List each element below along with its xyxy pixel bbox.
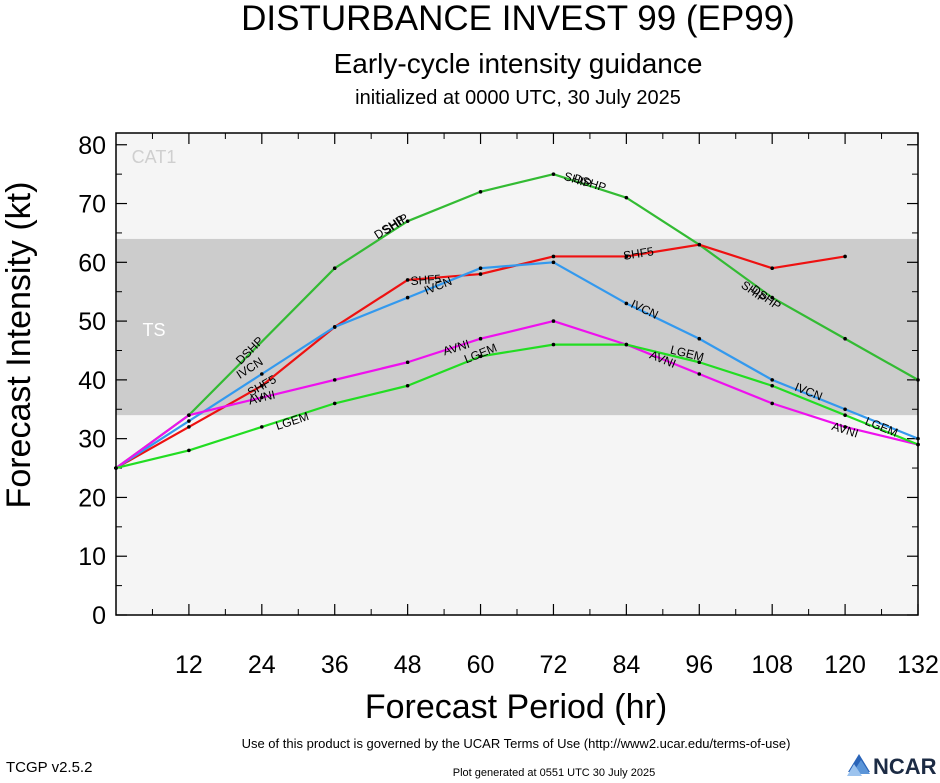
data-point-lgem: [405, 383, 410, 388]
data-point-avni: [697, 372, 702, 376]
data-point-lgem: [551, 342, 556, 347]
data-point-avni: [332, 378, 337, 382]
data-point-ivcn: [405, 295, 410, 300]
data-point-ivcn: [624, 301, 629, 306]
data-point-avni: [551, 319, 556, 323]
data-point-dshp: [624, 195, 629, 200]
x-axis-label: Forecast Period (hr): [365, 688, 667, 726]
x-tick-label: 120: [824, 651, 866, 679]
version-label: TCGP v2.5.2: [6, 759, 92, 776]
series-label-shf5: SHF5: [622, 244, 655, 263]
x-tick-label: 84: [612, 651, 640, 679]
data-point-avni: [770, 401, 774, 406]
y-tick-label: 0: [92, 602, 106, 630]
data-point-dshp: [405, 219, 410, 223]
data-point-ivcn: [551, 260, 556, 265]
data-point-shf5: [478, 272, 483, 276]
y-axis-label: Forecast Intensity (kt): [0, 182, 38, 509]
data-point-avni: [260, 395, 264, 400]
y-tick-label: 70: [78, 191, 106, 219]
data-point-lgem: [260, 425, 264, 429]
series-line-avni: [115, 319, 919, 469]
y-tick-label: 10: [78, 543, 106, 571]
band-label-ts: TS: [142, 320, 165, 340]
y-tick-label: 60: [78, 249, 106, 277]
data-point-lgem: [478, 354, 483, 359]
x-tick-label: 24: [248, 651, 276, 679]
x-tick-label: 72: [540, 651, 568, 679]
data-point-dshp: [551, 172, 556, 176]
data-point-lgem: [770, 383, 774, 388]
x-tick-label: 96: [685, 651, 713, 679]
data-point-lgem: [114, 466, 118, 470]
data-point-dshp: [843, 336, 847, 341]
series-label-avni: AVNI: [247, 388, 277, 408]
data-point-ivcn: [697, 336, 702, 341]
data-point-avni: [405, 360, 410, 365]
data-point-shf5: [697, 242, 702, 247]
data-point-ivcn: [916, 436, 920, 441]
x-tick-label: 12: [175, 651, 203, 679]
terms-of-use-text: Use of this product is governed by the U…: [242, 736, 791, 751]
band-cat1: [116, 133, 918, 239]
data-point-lgem: [332, 401, 337, 406]
ncar-logo-icon: NCAR: [847, 754, 937, 779]
x-tick-label: 36: [321, 651, 349, 679]
chart-subtitle: Early-cycle intensity guidance: [334, 48, 703, 79]
chart-init-time: initialized at 0000 UTC, 30 July 2025: [355, 87, 681, 109]
x-tick-label: 132: [897, 651, 939, 679]
data-point-ivcn: [478, 266, 483, 270]
data-point-ivcn: [843, 407, 847, 412]
series-line-lgem: [115, 343, 919, 470]
data-point-shf5: [624, 254, 629, 259]
y-tick-label: 50: [78, 308, 106, 336]
data-point-ivcn: [332, 325, 337, 329]
data-point-lgem: [916, 442, 920, 447]
chart-title: DISTURBANCE INVEST 99 (EP99): [241, 0, 795, 38]
data-point-avni: [478, 336, 483, 341]
data-point-dshp: [332, 266, 337, 270]
x-tick-label: 48: [394, 651, 422, 679]
data-point-shf5: [187, 425, 191, 429]
band-label-cat1: CAT1: [132, 147, 177, 167]
data-point-dshp: [770, 295, 774, 300]
series-label-shf5: SHF5: [410, 272, 442, 288]
y-tick-label: 20: [78, 484, 106, 512]
y-tick-label: 40: [78, 367, 106, 395]
series-line-ivcn: [115, 261, 919, 469]
data-point-lgem: [843, 413, 847, 417]
data-point-dshp: [478, 189, 483, 194]
data-point-lgem: [187, 448, 191, 453]
data-point-ivcn: [770, 378, 774, 382]
data-point-shf5: [551, 254, 556, 259]
data-point-shf5: [843, 254, 847, 259]
ncar-logo-text: NCAR: [873, 754, 937, 778]
x-tick-label: 108: [751, 651, 793, 679]
plot-area: TS CAT1 0 10 20 30 40 50 60 70 80 12 24 36 48 60 72 84 96 1…: [78, 132, 939, 679]
ncar-logo: NCAR: [846, 752, 938, 779]
x-tick-label: 60: [467, 651, 495, 679]
data-point-ivcn: [260, 372, 264, 376]
data-point-avni: [843, 425, 847, 429]
generated-timestamp: Plot generated at 0551 UTC 30 July 2025: [453, 767, 655, 779]
data-point-lgem: [624, 342, 629, 347]
y-tick-label: 30: [78, 426, 106, 454]
data-point-dshp: [916, 378, 920, 382]
data-point-shf5: [260, 383, 264, 388]
data-point-lgem: [697, 360, 702, 365]
data-point-shf5: [770, 266, 774, 270]
y-tick-label: 80: [78, 132, 106, 160]
data-point-avni: [187, 413, 191, 417]
data-point-shf5: [405, 278, 410, 282]
data-point-ivcn: [187, 419, 191, 423]
